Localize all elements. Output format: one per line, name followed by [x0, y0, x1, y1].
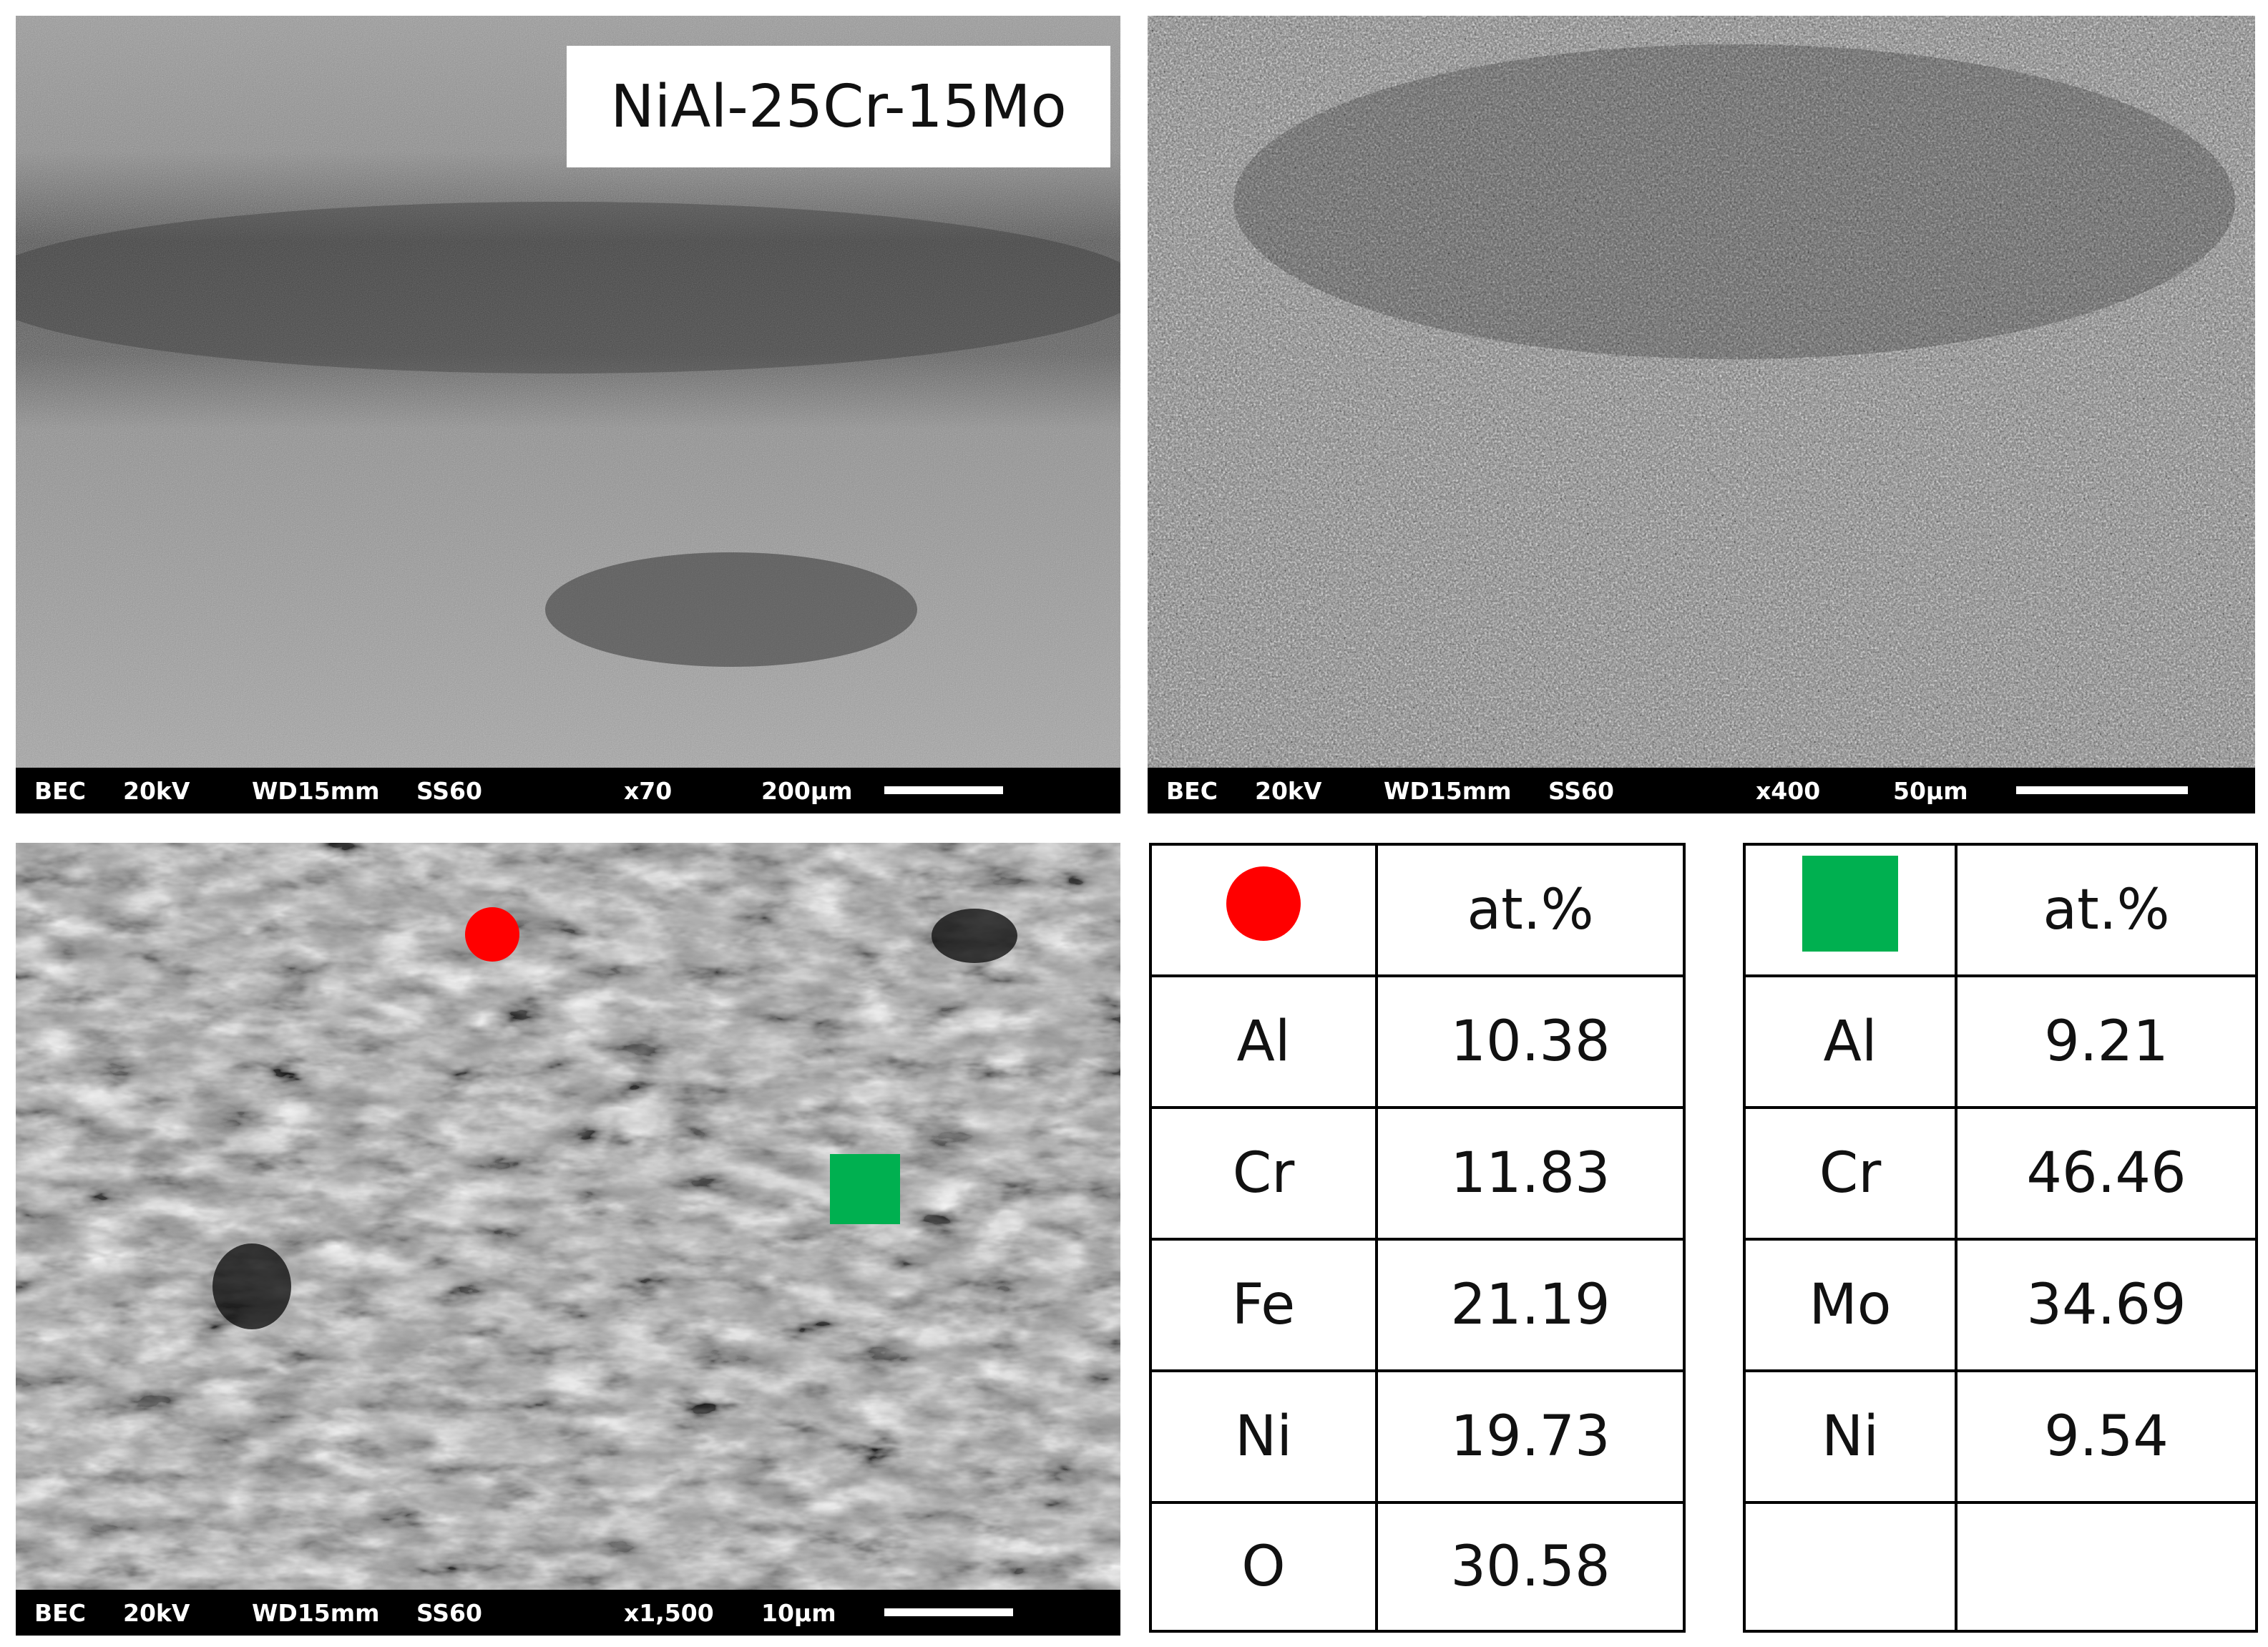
composition-table-square: at.% Al 9.21 Cr 46.46 Mo 34.69 Ni 9.54 — [1743, 843, 2258, 1633]
scale-wd: WD15mm — [1384, 777, 1512, 805]
scale-bar-line — [884, 1608, 1013, 1616]
scale-ss: SS60 — [416, 777, 482, 805]
sem-panel-top-left: NiAl-25Cr-15Mo BEC 20kV WD15mm SS60 x70 … — [16, 16, 1120, 813]
element-cell — [1743, 1501, 1957, 1633]
scale-bar-info: BEC 20kV WD15mm SS60 x400 50µm — [1148, 768, 2255, 813]
table-row: Mo 34.69 — [1743, 1238, 2258, 1372]
table-row: Al 10.38 — [1149, 974, 1686, 1109]
micrograph-mid-mag — [1148, 16, 2255, 768]
scale-bar-line — [884, 786, 1003, 794]
red-circle-icon — [1226, 866, 1301, 941]
green-square-icon — [830, 1154, 900, 1224]
table-row — [1743, 1501, 2258, 1633]
element-cell: Ni — [1743, 1369, 1957, 1504]
table-header-row: at.% — [1149, 843, 1686, 977]
value-cell: 46.46 — [1955, 1106, 2258, 1241]
value-cell: 21.19 — [1375, 1238, 1686, 1372]
element-cell: Cr — [1743, 1106, 1957, 1241]
scale-ss: SS60 — [416, 1599, 482, 1627]
element-cell: Fe — [1149, 1238, 1378, 1372]
element-cell: Cr — [1149, 1106, 1378, 1241]
micrograph-high-mag — [16, 843, 1120, 1590]
green-square-icon — [1802, 855, 1898, 952]
value-cell: 9.21 — [1955, 974, 2258, 1109]
unit-header: at.% — [1375, 843, 1686, 977]
value-cell — [1955, 1501, 2258, 1633]
sem-panel-bottom-left: BEC 20kV WD15mm SS60 x1,500 10µm — [16, 843, 1120, 1636]
table-row: Ni 9.54 — [1743, 1369, 2258, 1504]
scale-bar-line — [2016, 786, 2188, 794]
value-cell: 34.69 — [1955, 1238, 2258, 1372]
scale-bar-info: BEC 20kV WD15mm SS60 x1,500 10µm — [16, 1590, 1120, 1636]
scale-kv: 20kV — [123, 1599, 190, 1627]
table-row: Ni 19.73 — [1149, 1369, 1686, 1504]
value-cell: 30.58 — [1375, 1501, 1686, 1633]
element-cell: Mo — [1743, 1238, 1957, 1372]
scale-ss: SS60 — [1548, 777, 1614, 805]
table-row: Cr 11.83 — [1149, 1106, 1686, 1241]
sem-panel-top-right: BEC 20kV WD15mm SS60 x400 50µm — [1148, 16, 2255, 813]
element-cell: O — [1149, 1501, 1378, 1633]
unit-header: at.% — [1955, 843, 2258, 977]
table-row: Cr 46.46 — [1743, 1106, 2258, 1241]
table-header-row: at.% — [1743, 843, 2258, 977]
scale-kv: 20kV — [123, 777, 190, 805]
scale-length-label: 50µm — [1893, 777, 1968, 805]
scale-length-label: 10µm — [761, 1599, 836, 1627]
scale-magnification: x70 — [624, 777, 673, 805]
scale-wd: WD15mm — [252, 1599, 380, 1627]
table-row: Fe 21.19 — [1149, 1238, 1686, 1372]
scale-magnification: x1,500 — [624, 1599, 714, 1627]
scale-wd: WD15mm — [252, 777, 380, 805]
value-cell: 19.73 — [1375, 1369, 1686, 1504]
element-cell: Al — [1149, 974, 1378, 1109]
red-circle-icon — [465, 907, 519, 962]
value-cell: 10.38 — [1375, 974, 1686, 1109]
element-cell: Al — [1743, 974, 1957, 1109]
scale-mode: BEC — [34, 1599, 86, 1627]
table-row: O 30.58 — [1149, 1501, 1686, 1633]
value-cell: 11.83 — [1375, 1106, 1686, 1241]
scale-magnification: x400 — [1756, 777, 1821, 805]
scale-length-label: 200µm — [761, 777, 853, 805]
scale-bar-info: BEC 20kV WD15mm SS60 x70 200µm — [16, 768, 1120, 813]
marker-cell — [1149, 843, 1378, 977]
element-cell: Ni — [1149, 1369, 1378, 1504]
scale-mode: BEC — [1166, 777, 1218, 805]
scale-kv: 20kV — [1255, 777, 1322, 805]
sample-title-label: NiAl-25Cr-15Mo — [567, 46, 1110, 167]
marker-cell — [1743, 843, 1957, 977]
scale-mode: BEC — [34, 777, 86, 805]
value-cell: 9.54 — [1955, 1369, 2258, 1504]
composition-table-circle: at.% Al 10.38 Cr 11.83 Fe 21.19 Ni 19.73… — [1149, 843, 1686, 1633]
table-row: Al 9.21 — [1743, 974, 2258, 1109]
